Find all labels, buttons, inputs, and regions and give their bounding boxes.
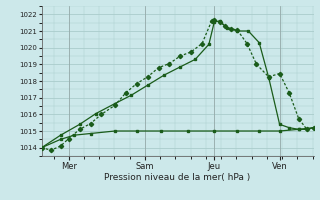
X-axis label: Pression niveau de la mer( hPa ): Pression niveau de la mer( hPa ) [104, 173, 251, 182]
